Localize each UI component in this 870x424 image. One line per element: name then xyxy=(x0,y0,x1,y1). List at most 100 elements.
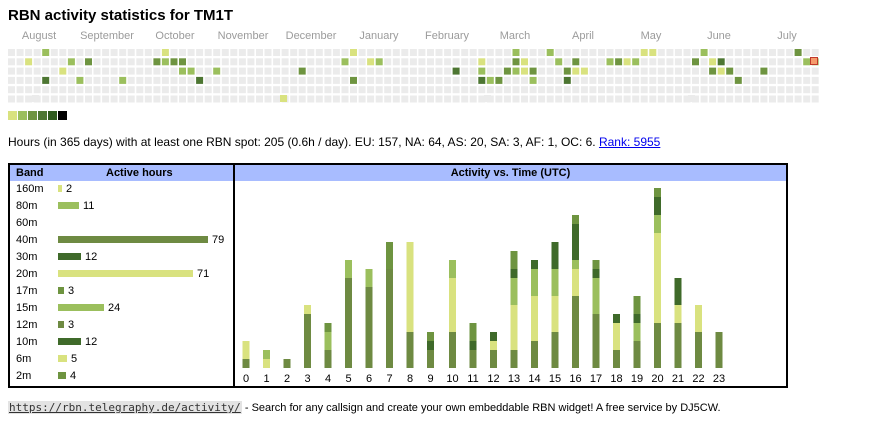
band-name: 40m xyxy=(16,234,38,246)
calendar-day xyxy=(435,58,443,66)
activity-bar-segment xyxy=(633,341,641,368)
calendar-day xyxy=(221,86,229,94)
calendar-day xyxy=(247,49,255,56)
calendar-day xyxy=(85,86,92,94)
calendar-day xyxy=(811,67,819,75)
calendar-day xyxy=(409,49,417,56)
activity-bar-segment xyxy=(510,350,518,368)
calendar-day xyxy=(717,86,725,94)
calendar-day xyxy=(478,95,486,103)
calendar-day xyxy=(666,86,674,94)
calendar-day xyxy=(273,86,281,94)
band-row: 15m 24 xyxy=(10,300,233,317)
activity-bar-segment xyxy=(531,296,538,341)
legend-swatch xyxy=(28,111,37,120)
calendar-day xyxy=(623,49,631,56)
calendar-day xyxy=(495,49,503,56)
calendar-day xyxy=(375,95,383,103)
calendar-day xyxy=(25,67,33,75)
calendar-day xyxy=(59,67,67,75)
calendar-day xyxy=(247,58,255,66)
calendar-day xyxy=(256,95,263,103)
hour-tick-label: 15 xyxy=(549,373,561,385)
band-hours-value: 12 xyxy=(85,251,98,263)
calendar-day xyxy=(709,58,717,66)
calendar-day xyxy=(529,95,537,103)
calendar-day xyxy=(606,49,614,56)
calendar-day xyxy=(512,95,520,103)
calendar-day xyxy=(538,86,546,94)
month-label: January xyxy=(359,30,399,42)
calendar-day xyxy=(529,58,537,66)
calendar-day xyxy=(290,86,298,94)
calendar-day xyxy=(461,86,469,94)
calendar-day xyxy=(119,76,127,84)
calendar-day xyxy=(230,86,238,94)
activity-bar-segment xyxy=(633,323,641,341)
calendar-day xyxy=(546,58,554,66)
hour-tick-label: 7 xyxy=(386,373,392,385)
calendar-day xyxy=(136,86,144,94)
calendar-day xyxy=(144,49,152,56)
activity-bar-segment xyxy=(572,260,579,269)
calendar-day xyxy=(204,76,212,84)
calendar-day xyxy=(127,58,135,66)
calendar-day xyxy=(709,95,717,103)
calendar-day xyxy=(632,58,640,66)
band-hours-bar xyxy=(58,355,67,362)
band-hours-value: 3 xyxy=(68,285,75,297)
calendar-day xyxy=(409,76,417,84)
calendar-day xyxy=(401,58,409,66)
footer-url[interactable]: https://rbn.telegraphy.de/activity/ xyxy=(8,401,242,414)
calendar-day xyxy=(8,76,15,84)
calendar-day xyxy=(170,58,178,66)
hour-tick-label: 22 xyxy=(692,373,704,385)
calendar-day xyxy=(25,58,33,66)
calendar-day xyxy=(529,49,537,56)
calendar-day xyxy=(375,86,383,94)
calendar-day xyxy=(606,58,614,66)
calendar-day xyxy=(67,86,75,94)
footer-text: - Search for any callsign and create you… xyxy=(241,402,721,414)
calendar-day xyxy=(119,86,127,94)
calendar-day xyxy=(93,58,101,66)
calendar-day xyxy=(709,86,717,94)
activity-bar-segment xyxy=(613,314,620,323)
calendar-day xyxy=(811,76,819,84)
calendar-day xyxy=(102,76,110,84)
calendar-day xyxy=(409,95,417,103)
calendar-day xyxy=(110,49,118,56)
calendar-day xyxy=(461,67,469,75)
band-hours-bar xyxy=(58,236,208,243)
calendar-day xyxy=(769,58,776,66)
calendar-day xyxy=(179,76,186,84)
calendar-day xyxy=(264,76,272,84)
month-label: December xyxy=(286,30,337,42)
calendar-day xyxy=(409,58,417,66)
activity-bar-segment xyxy=(715,332,723,368)
calendar-day xyxy=(76,95,84,103)
calendar-day xyxy=(307,67,315,75)
calendar-day xyxy=(332,95,340,103)
band-hours-value: 79 xyxy=(212,234,225,246)
activity-bar-segment xyxy=(654,323,661,368)
calendar-day xyxy=(572,95,580,103)
calendar-day xyxy=(392,67,400,75)
calendar-day xyxy=(538,76,546,84)
calendar-day xyxy=(119,67,127,75)
calendar-day xyxy=(769,95,776,103)
hour-tick-label: 11 xyxy=(467,373,478,385)
calendar-day xyxy=(315,67,323,75)
calendar-day xyxy=(76,76,84,84)
calendar-day xyxy=(486,76,494,84)
calendar-day xyxy=(606,76,614,84)
calendar-day xyxy=(85,58,92,66)
calendar-day xyxy=(666,49,674,56)
activity-bar-segment xyxy=(242,359,250,368)
calendar-day xyxy=(469,49,477,56)
calendar-day xyxy=(657,95,665,103)
calendar-day xyxy=(341,95,349,103)
rank-link[interactable]: Rank: 5955 xyxy=(598,135,661,149)
calendar-day xyxy=(42,86,50,94)
calendar-day xyxy=(743,95,751,103)
